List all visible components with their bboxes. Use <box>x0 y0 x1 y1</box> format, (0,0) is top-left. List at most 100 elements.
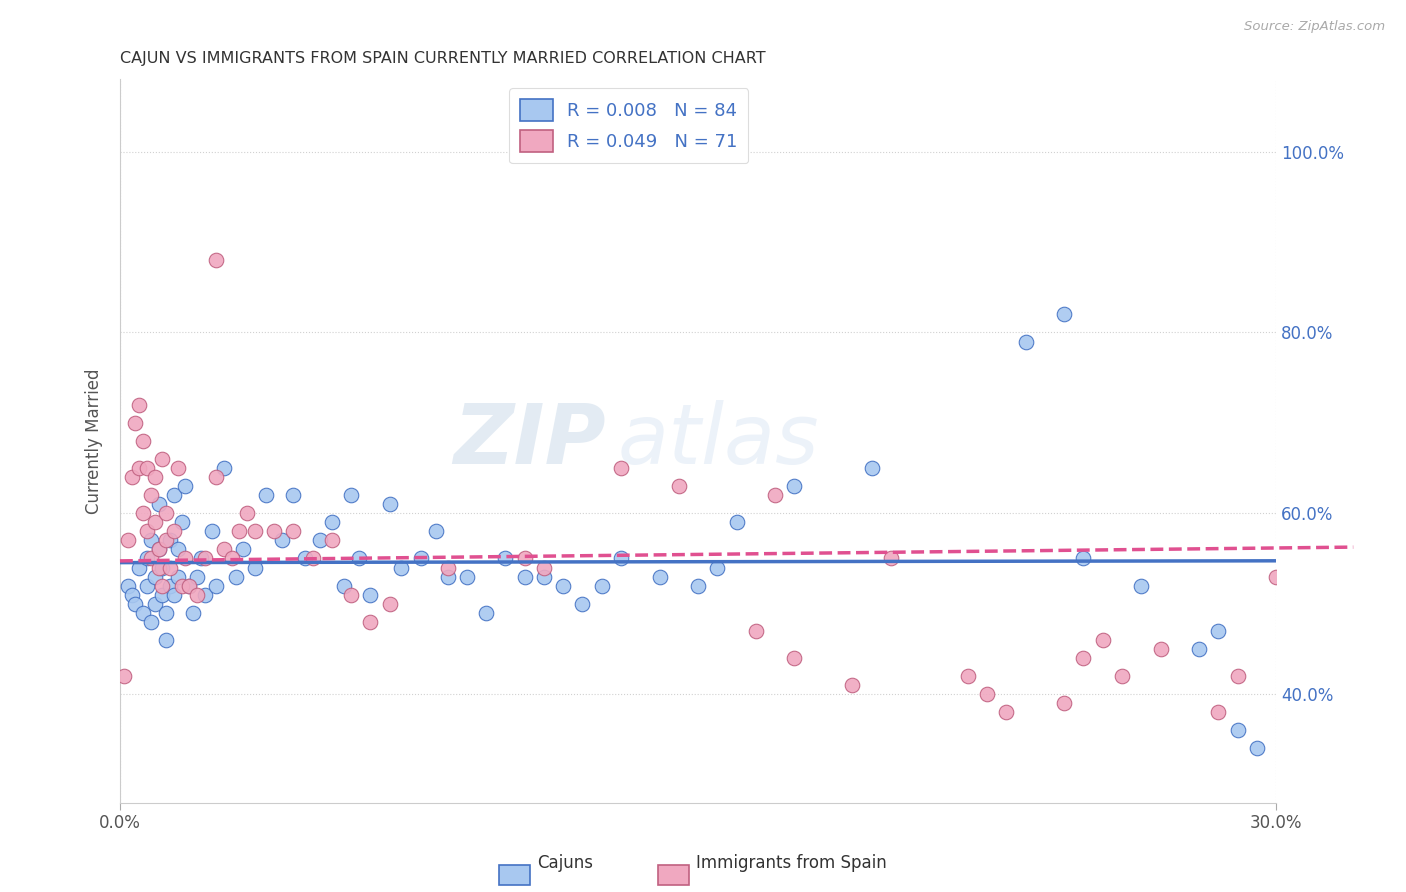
Point <box>155 606 177 620</box>
Point <box>236 506 259 520</box>
Point <box>132 434 155 448</box>
Point <box>148 497 170 511</box>
Point <box>212 461 235 475</box>
Point <box>1014 334 1036 349</box>
Point <box>228 524 250 539</box>
Point <box>166 461 188 475</box>
Point <box>205 470 228 484</box>
Point <box>150 579 173 593</box>
Point <box>132 506 155 520</box>
Point <box>166 542 188 557</box>
Point <box>148 542 170 557</box>
Text: CAJUN VS IMMIGRANTS FROM SPAIN CURRENTLY MARRIED CORRELATION CHART: CAJUN VS IMMIGRANTS FROM SPAIN CURRENTLY… <box>120 51 766 66</box>
Point <box>139 551 162 566</box>
Point <box>359 588 381 602</box>
Point <box>763 488 786 502</box>
Point <box>283 488 305 502</box>
Point <box>533 560 555 574</box>
Point <box>117 579 139 593</box>
Point <box>436 560 458 574</box>
Point <box>270 533 292 548</box>
Point <box>163 488 186 502</box>
Point <box>880 551 903 566</box>
Point <box>475 606 498 620</box>
Legend: R = 0.008   N = 84, R = 0.049   N = 71: R = 0.008 N = 84, R = 0.049 N = 71 <box>509 88 748 163</box>
Point <box>150 452 173 467</box>
Point <box>1073 651 1095 665</box>
Point <box>174 551 197 566</box>
Point <box>668 479 690 493</box>
Point <box>841 678 863 692</box>
Point <box>1053 696 1076 710</box>
Point <box>283 524 305 539</box>
Point <box>1208 705 1230 719</box>
Point <box>139 488 162 502</box>
Point <box>205 253 228 268</box>
Point <box>136 461 159 475</box>
Point <box>745 624 768 638</box>
Point <box>212 542 235 557</box>
Point <box>128 398 150 412</box>
Point <box>610 551 633 566</box>
Point <box>143 470 166 484</box>
Point <box>436 569 458 583</box>
Point <box>121 588 143 602</box>
Point <box>166 569 188 583</box>
Point <box>194 588 217 602</box>
Point <box>132 606 155 620</box>
Point <box>225 569 247 583</box>
Point <box>201 524 224 539</box>
Point <box>136 551 159 566</box>
Point <box>456 569 478 583</box>
Point <box>159 533 181 548</box>
Point <box>179 579 201 593</box>
Point <box>181 606 204 620</box>
Point <box>190 551 212 566</box>
Point <box>533 569 555 583</box>
Point <box>706 560 728 574</box>
Point <box>513 551 536 566</box>
Point <box>378 597 401 611</box>
Point <box>143 597 166 611</box>
Point <box>139 533 162 548</box>
Point <box>686 579 709 593</box>
Point <box>347 551 370 566</box>
Point <box>155 533 177 548</box>
Point <box>956 669 979 683</box>
Point <box>725 516 748 530</box>
Point <box>155 632 177 647</box>
Point <box>150 560 173 574</box>
Point <box>194 551 217 566</box>
Point <box>359 615 381 629</box>
Point <box>1091 632 1114 647</box>
Point <box>243 560 266 574</box>
Point <box>340 488 363 502</box>
Point <box>378 497 401 511</box>
Point <box>340 588 363 602</box>
Point <box>232 542 254 557</box>
Point <box>128 461 150 475</box>
Point <box>1265 569 1288 583</box>
Point <box>332 579 354 593</box>
Text: Cajuns: Cajuns <box>537 855 593 872</box>
Point <box>163 588 186 602</box>
Point <box>170 579 193 593</box>
Point <box>121 470 143 484</box>
Point <box>159 579 181 593</box>
Point <box>263 524 285 539</box>
Point <box>309 533 332 548</box>
Point <box>163 524 186 539</box>
Point <box>186 569 208 583</box>
Point <box>591 579 613 593</box>
Point <box>148 560 170 574</box>
Point <box>136 524 159 539</box>
Point <box>1188 641 1211 656</box>
Point <box>513 569 536 583</box>
Point <box>205 579 228 593</box>
Point <box>648 569 671 583</box>
Point <box>128 560 150 574</box>
Point <box>995 705 1018 719</box>
Point <box>117 533 139 548</box>
Point <box>186 588 208 602</box>
Point <box>143 569 166 583</box>
